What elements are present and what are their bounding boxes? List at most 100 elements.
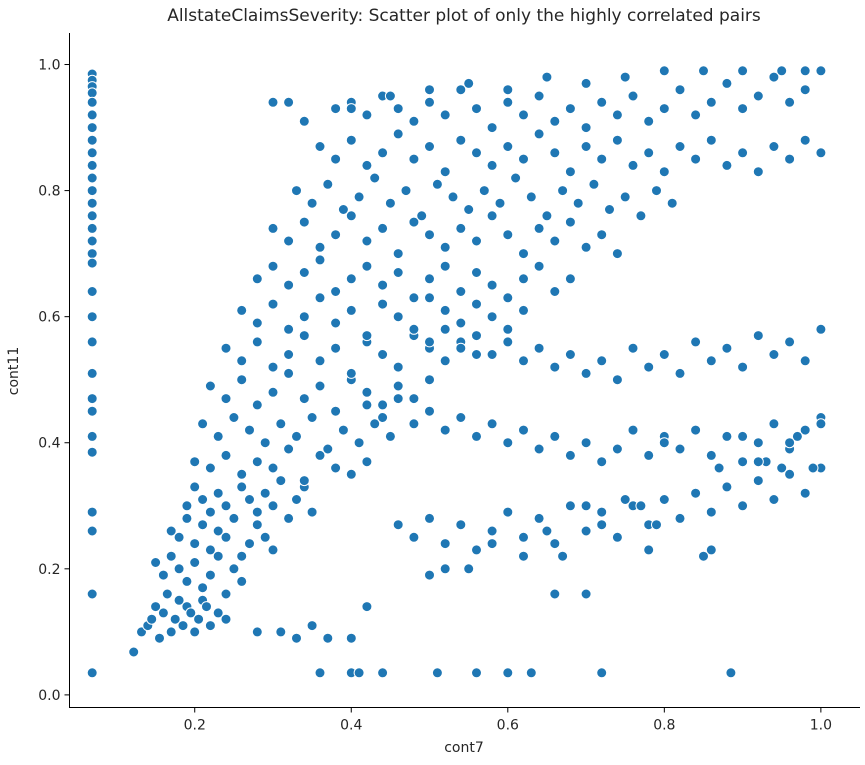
data-point	[737, 103, 749, 115]
data-point	[611, 531, 623, 543]
data-point	[658, 166, 670, 178]
data-point	[424, 374, 435, 386]
data-point	[705, 544, 717, 556]
data-point	[533, 443, 545, 455]
data-point	[259, 487, 271, 499]
data-point	[705, 506, 717, 518]
data-point	[471, 430, 482, 442]
data-point	[721, 430, 733, 442]
data-point	[541, 210, 553, 222]
data-point	[549, 361, 561, 373]
data-point	[627, 159, 639, 171]
data-point	[424, 405, 435, 417]
data-point	[345, 468, 357, 480]
data-point	[674, 512, 686, 524]
data-point	[236, 304, 248, 316]
data-point	[674, 84, 686, 96]
data-point	[86, 286, 98, 297]
data-point	[283, 96, 295, 108]
data-point	[815, 65, 827, 77]
data-point	[799, 424, 811, 436]
data-point	[502, 96, 514, 108]
data-point	[86, 257, 98, 269]
data-point	[361, 399, 373, 411]
data-point	[330, 462, 342, 474]
data-point	[784, 153, 796, 165]
data-point	[377, 147, 389, 159]
data-point	[635, 210, 647, 222]
data-point	[408, 531, 420, 543]
data-point	[361, 601, 373, 613]
data-point	[486, 279, 498, 291]
data-point	[392, 393, 404, 405]
data-point	[611, 109, 623, 121]
data-point	[619, 71, 631, 83]
data-point	[275, 418, 287, 430]
data-point	[353, 191, 365, 203]
y-tick-label: 0.4	[38, 436, 60, 452]
data-point	[267, 544, 279, 556]
data-point	[541, 71, 553, 83]
data-point	[165, 550, 177, 562]
data-point	[267, 386, 279, 398]
data-point	[705, 355, 717, 367]
data-point	[201, 601, 212, 613]
data-point	[705, 134, 717, 146]
data-point	[486, 349, 498, 360]
data-point	[408, 115, 420, 127]
data-point	[189, 538, 201, 550]
data-point	[791, 430, 803, 442]
data-point	[185, 607, 197, 619]
data-point	[283, 349, 295, 360]
data-point	[377, 399, 389, 411]
data-point	[86, 197, 98, 209]
data-point	[455, 317, 467, 329]
x-axis-label: cont7	[444, 740, 484, 756]
data-point	[643, 544, 655, 556]
data-point	[408, 393, 420, 405]
data-point	[86, 311, 98, 323]
data-point	[721, 342, 733, 354]
data-point	[549, 115, 561, 127]
data-point	[86, 147, 98, 159]
data-point	[486, 525, 498, 537]
data-point	[604, 204, 615, 215]
data-point	[298, 393, 310, 405]
data-point	[725, 667, 737, 679]
data-point	[518, 109, 529, 121]
data-point	[283, 367, 295, 379]
data-point	[471, 330, 482, 342]
data-point	[471, 235, 482, 247]
data-point	[330, 317, 342, 329]
data-point	[86, 172, 98, 184]
data-point	[486, 418, 498, 430]
data-point	[392, 103, 404, 115]
data-point	[212, 525, 224, 537]
data-point	[197, 582, 209, 594]
data-point	[611, 134, 623, 146]
data-point	[580, 141, 592, 152]
data-point	[541, 525, 553, 537]
data-point	[177, 620, 189, 632]
data-point	[431, 178, 443, 190]
data-point	[337, 424, 349, 436]
data-point	[361, 386, 373, 398]
data-point	[533, 128, 545, 140]
data-point	[86, 96, 98, 108]
data-point	[471, 349, 482, 360]
data-point	[392, 267, 404, 278]
data-point	[322, 443, 334, 455]
data-point	[611, 443, 623, 455]
data-point	[314, 380, 326, 392]
data-point	[439, 166, 451, 178]
data-point	[220, 588, 232, 600]
data-point	[173, 531, 185, 543]
data-point	[169, 613, 181, 625]
data-point	[737, 430, 749, 442]
data-point	[86, 159, 98, 171]
data-point	[204, 620, 216, 632]
data-point	[189, 626, 201, 638]
data-point	[86, 210, 98, 222]
data-point	[86, 134, 98, 146]
data-point	[314, 667, 326, 679]
